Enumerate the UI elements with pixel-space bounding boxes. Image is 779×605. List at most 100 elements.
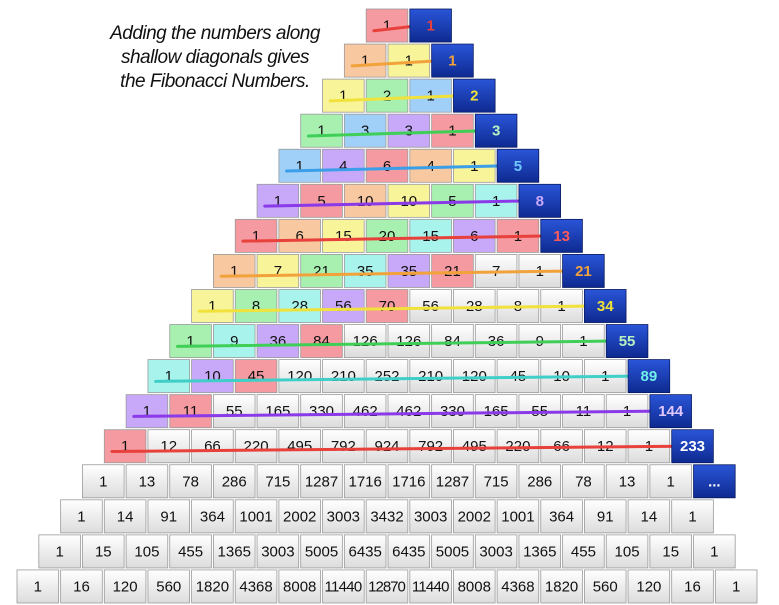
cell-value: 1716 [348, 473, 381, 490]
cell-value: 462 [353, 403, 378, 420]
cell-value: 9 [230, 333, 238, 350]
cell-box [605, 464, 649, 499]
cell-value: 1820 [545, 578, 578, 595]
cell-box [191, 359, 234, 394]
cell-box [387, 534, 431, 569]
cell-box [365, 148, 409, 183]
cell-box [343, 183, 387, 218]
cell-box [322, 289, 365, 323]
fibonacci-box [496, 148, 540, 183]
cell-box [16, 569, 60, 604]
cell-value: 1365 [218, 543, 251, 560]
cell-value: 1 [252, 228, 260, 245]
diagonal-line [306, 129, 487, 138]
cell-box [365, 289, 409, 323]
cell-value: 36 [270, 333, 287, 350]
cell-box [213, 464, 256, 499]
caption-line-3: the Fibonacci Numbers. [120, 71, 310, 92]
cell-box [496, 569, 540, 604]
cell-box [431, 394, 474, 429]
cell-value: 2 [383, 88, 391, 105]
cell-box [278, 289, 321, 323]
fibonacci-number: 144 [658, 403, 684, 420]
caption-line-2: shallow diagonals gives [120, 47, 310, 68]
cell-value: 364 [200, 508, 225, 525]
cell-box [191, 429, 234, 464]
cell-box [605, 534, 649, 569]
cell-value: 1 [339, 88, 347, 105]
fibonacci-number: 8 [536, 193, 544, 210]
fibonacci-box [518, 183, 561, 218]
fibonacci-number: 233 [680, 438, 705, 455]
fibonacci-number: 89 [641, 368, 658, 385]
cell-box [322, 499, 365, 534]
cell-value: 3432 [370, 508, 403, 525]
cell-value: 8 [252, 298, 260, 315]
cell-box [431, 324, 474, 358]
cell-value: 715 [484, 473, 509, 490]
fibonacci-number: 21 [575, 263, 592, 280]
cell-value: 1 [34, 578, 42, 595]
cell-box [431, 534, 474, 569]
cell-value: 78 [182, 473, 199, 490]
cell-value: 56 [335, 298, 352, 315]
cell-value: 3 [361, 123, 369, 140]
cell-value: 21 [313, 263, 330, 280]
cell-box [714, 569, 758, 604]
cell-value: 220 [244, 438, 269, 455]
cell-value: 6 [296, 228, 304, 245]
cell-box [60, 499, 103, 534]
fibonacci-box [584, 289, 627, 323]
fibonacci-box [409, 8, 452, 43]
cell-value: 28 [291, 298, 308, 315]
cell-box [322, 78, 365, 113]
fibonacci-box [605, 324, 649, 358]
cell-box [278, 359, 321, 394]
cell-box [300, 183, 343, 218]
cell-box [103, 429, 147, 464]
cell-value: 91 [597, 508, 614, 525]
cell-value: 8008 [458, 578, 491, 595]
cell-value: 55 [226, 403, 243, 420]
cell-value: 126 [396, 333, 421, 350]
fibonacci-box [453, 78, 496, 113]
cell-box [213, 324, 256, 358]
cell-value: 1 [296, 158, 304, 175]
cell-value: 16 [73, 578, 90, 595]
cell-value: 16 [684, 578, 701, 595]
cell-box [278, 499, 321, 534]
cell-box [627, 499, 671, 534]
cell-value: 35 [400, 263, 417, 280]
cell-box [562, 534, 605, 569]
cell-box [387, 464, 431, 499]
cell-value: 792 [331, 438, 356, 455]
cell-box [213, 254, 256, 288]
cell-value: 1287 [436, 473, 469, 490]
cell-box [365, 218, 409, 253]
fibonacci-box [627, 359, 671, 394]
cell-box [234, 429, 278, 464]
cell-box [213, 534, 256, 569]
cell-value: 2002 [458, 508, 491, 525]
cell-box [103, 499, 147, 534]
cell-value: 7 [274, 263, 282, 280]
cell-box [693, 534, 736, 569]
cell-box [343, 324, 387, 358]
fibonacci-number: 1 [448, 53, 456, 70]
cell-box [518, 464, 561, 499]
cell-value: 1 [55, 543, 63, 560]
fibonacci-number: ... [708, 473, 721, 490]
cell-box [474, 534, 518, 569]
cell-box [584, 499, 627, 534]
cell-value: 1 [317, 123, 325, 140]
cell-box [322, 429, 365, 464]
cell-value: 3 [405, 123, 413, 140]
cell-value: 15 [95, 543, 112, 560]
cell-box [453, 569, 496, 604]
cell-box [256, 464, 300, 499]
cell-box [453, 499, 496, 534]
cell-value: 10 [204, 368, 221, 385]
fibonacci-column: 1 1 2 3 5 8 13 21 34 55 89 144 233... [409, 8, 736, 499]
cell-value: 1 [77, 508, 85, 525]
